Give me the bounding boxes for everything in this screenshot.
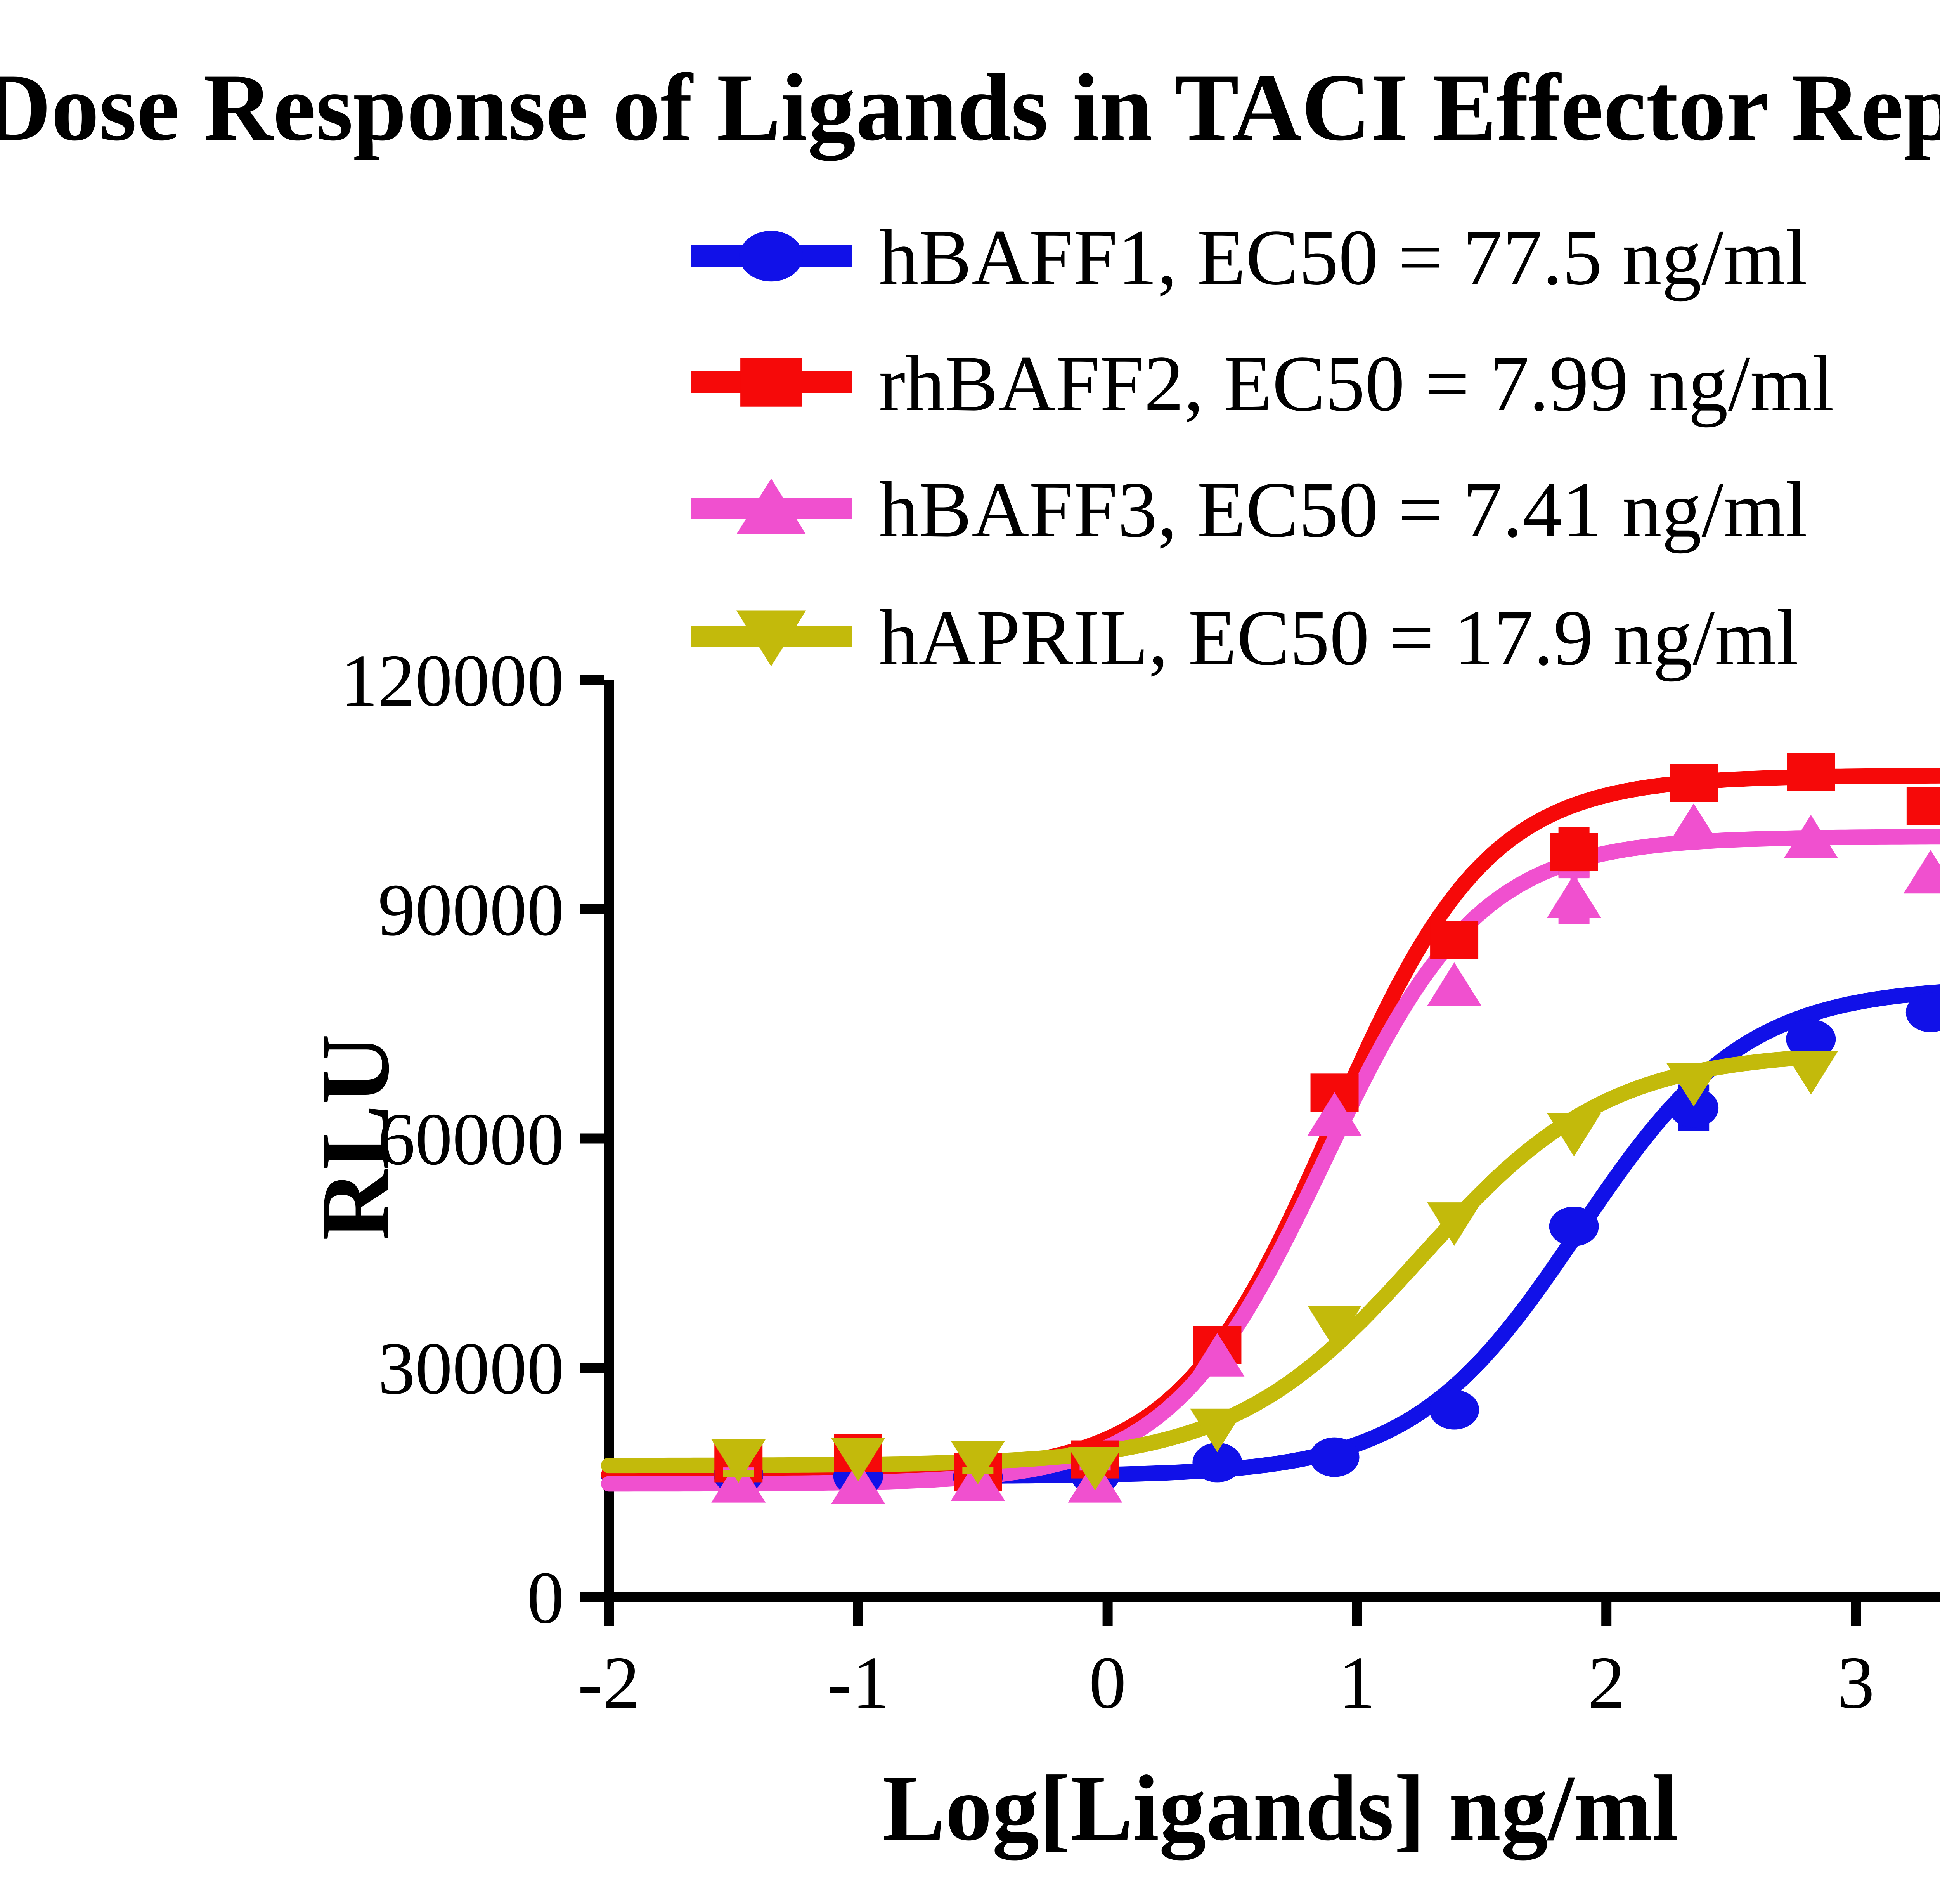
- data-point-circle-icon: [1669, 1088, 1719, 1128]
- x-tick-label: 1: [1338, 1641, 1375, 1724]
- legend-item-hbaff1: hBAFF1, EC50 = 77.5 ng/ml: [691, 213, 1808, 302]
- y-tick-label: 120000: [341, 639, 564, 722]
- legend-marker-triangle-down-icon: [736, 610, 806, 666]
- data-points: [711, 753, 1940, 1504]
- y-tick-label: 30000: [378, 1327, 564, 1410]
- chart-title: Dose Response of Ligands in TACI Effecto…: [0, 54, 1940, 161]
- y-tick-label: 0: [527, 1556, 564, 1639]
- x-tick-label: -1: [827, 1641, 889, 1724]
- data-point-triangle-down-icon: [831, 1438, 885, 1481]
- series-curve-hbaff3: [601, 829, 1940, 1492]
- data-point-square-icon: [1550, 833, 1598, 871]
- data-point-triangle-up-icon: [1427, 962, 1482, 1006]
- data-point-circle-icon: [1192, 1443, 1242, 1483]
- x-axis-title: Log[Ligands] ng/ml: [883, 1756, 1678, 1860]
- data-point-triangle-up-icon: [1903, 850, 1940, 894]
- data-point-triangle-up-icon: [1666, 803, 1721, 847]
- legend-label: hBAFF3, EC50 = 7.41 ng/ml: [879, 466, 1808, 554]
- data-point-triangle-up-icon: [1190, 1333, 1245, 1377]
- series-points-hapril: [711, 1051, 1838, 1491]
- y-tick-label: 60000: [378, 1098, 564, 1181]
- legend-item-hapril: hAPRIL, EC50 = 17.9 ng/ml: [691, 594, 1799, 682]
- x-tick-label: 3: [1837, 1641, 1874, 1724]
- y-axis-title: RLU: [301, 1034, 409, 1240]
- data-point-square-icon: [1430, 921, 1479, 959]
- legend-label: rhBAFF2, EC50 = 7.99 ng/ml: [879, 340, 1834, 428]
- axes: -2 -1 0 1 2 3 0 30000 60000 90000 120000: [341, 639, 1940, 1724]
- data-point-circle-icon: [1310, 1437, 1360, 1477]
- data-point-triangle-down-icon: [1666, 1063, 1721, 1107]
- data-point-square-icon: [1787, 753, 1835, 791]
- series-curve-hapril: [601, 1048, 1834, 1474]
- legend-label: hBAFF1, EC50 = 77.5 ng/ml: [879, 213, 1808, 302]
- legend: hBAFF1, EC50 = 77.5 ng/ml rhBAFF2, EC50 =…: [691, 213, 1834, 682]
- x-tick-label: 0: [1089, 1641, 1126, 1724]
- legend-marker-square-icon: [740, 358, 802, 407]
- data-point-triangle-down-icon: [711, 1439, 766, 1483]
- x-tick-label: -2: [578, 1641, 640, 1724]
- data-point-triangle-down-icon: [1307, 1305, 1362, 1349]
- series-curve-rhbaff2: [601, 768, 1940, 1483]
- x-tick-label: 2: [1588, 1641, 1625, 1724]
- data-point-triangle-down-icon: [1784, 1051, 1838, 1095]
- data-point-triangle-up-icon: [1784, 815, 1838, 858]
- data-point-triangle-down-icon: [1547, 1113, 1601, 1157]
- data-point-square-icon: [1670, 764, 1718, 802]
- data-point-circle-icon: [1429, 1390, 1479, 1430]
- data-point-circle-icon: [1786, 1019, 1836, 1059]
- legend-marker-triangle-up-icon: [736, 479, 806, 534]
- y-tick-label: 90000: [378, 869, 564, 951]
- data-point-triangle-up-icon: [1547, 874, 1601, 918]
- legend-marker-circle-icon: [739, 231, 803, 282]
- data-point-triangle-up-icon: [1307, 1092, 1362, 1136]
- legend-label: hAPRIL, EC50 = 17.9 ng/ml: [879, 594, 1799, 682]
- data-point-circle-icon: [1905, 992, 1940, 1032]
- data-point-triangle-up-icon: [831, 1460, 885, 1504]
- data-point-triangle-down-icon: [1190, 1408, 1245, 1452]
- fit-curves: [601, 768, 1940, 1492]
- data-point-circle-icon: [1549, 1206, 1599, 1246]
- data-point-triangle-down-icon: [1427, 1202, 1482, 1246]
- data-point-square-icon: [1906, 787, 1940, 825]
- legend-item-hbaff3: hBAFF3, EC50 = 7.41 ng/ml: [691, 466, 1808, 554]
- legend-item-rhbaff2: rhBAFF2, EC50 = 7.99 ng/ml: [691, 340, 1834, 428]
- data-point-triangle-down-icon: [1068, 1447, 1122, 1491]
- data-point-triangle-down-icon: [951, 1441, 1005, 1484]
